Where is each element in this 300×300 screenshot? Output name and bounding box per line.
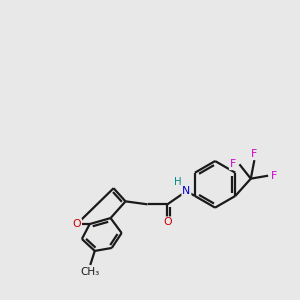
Text: N: N (182, 186, 190, 196)
Text: O: O (163, 217, 172, 227)
Text: F: F (230, 159, 236, 169)
Text: CH₃: CH₃ (81, 266, 100, 277)
Text: H: H (174, 177, 182, 187)
Text: O: O (73, 219, 81, 229)
Text: F: F (251, 148, 257, 159)
Text: F: F (271, 171, 277, 181)
